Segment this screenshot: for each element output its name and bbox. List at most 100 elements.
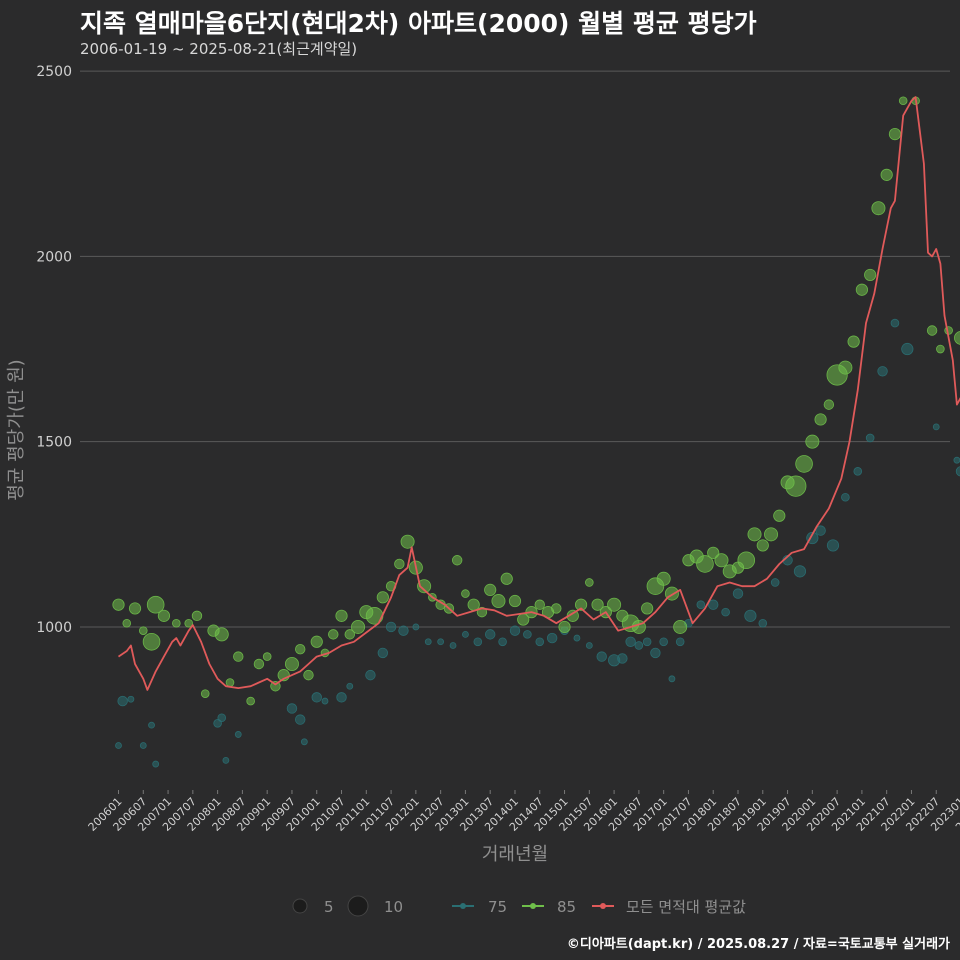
bubble-75 [148, 721, 155, 729]
bubble-75 [346, 682, 354, 690]
x-axis-label: 거래년월 [482, 844, 548, 865]
bubble-85 [172, 618, 181, 628]
bubble-85 [467, 598, 480, 611]
bubble-85 [376, 591, 389, 604]
bubble-75 [222, 756, 230, 764]
bubble-75 [217, 713, 227, 723]
bubble-85 [394, 558, 405, 570]
bubble-75 [650, 647, 661, 659]
bubble-75 [295, 714, 306, 725]
bubble-85 [138, 626, 148, 635]
bubble-75 [853, 467, 863, 476]
bubble-75 [498, 637, 507, 647]
bubble-85 [926, 325, 938, 336]
bubble-75 [377, 647, 389, 659]
legend-75-label: 75 [488, 898, 507, 916]
bubble-85 [284, 657, 299, 672]
bubble-75 [758, 618, 768, 628]
bubble-85 [253, 658, 265, 670]
bubble-85 [157, 609, 171, 622]
bubble-85 [656, 571, 671, 586]
bubble-85 [128, 602, 142, 615]
bubble-75 [300, 738, 308, 746]
bubble-75 [485, 629, 496, 640]
y-tick-label: 2000 [36, 249, 72, 265]
bubble-75 [596, 651, 607, 662]
legend-size-10-swatch [347, 895, 369, 917]
bubble-75 [398, 625, 409, 636]
bubble-85 [310, 635, 323, 648]
bubble-75 [815, 525, 826, 536]
scatter-bubbles [112, 96, 960, 768]
bubble-85 [246, 696, 255, 706]
bubble-75 [901, 342, 914, 356]
bubble-85 [707, 546, 720, 559]
x-axis-ticks: 2006012006072007012007072008012008072009… [86, 790, 960, 834]
bubble-85 [508, 594, 522, 608]
bubble-85 [461, 589, 470, 598]
chart-subtitle: 2006-01-19 ~ 2025-08-21(최근계약일) [80, 40, 358, 58]
bubble-75 [449, 642, 457, 649]
bubble-85 [262, 652, 272, 661]
legend-size-5-swatch [292, 898, 308, 914]
bubble-75 [286, 703, 298, 714]
bubble-75 [932, 423, 940, 431]
bubble-75 [708, 599, 719, 610]
bubble-85 [756, 539, 769, 552]
bubble-75 [675, 637, 685, 647]
bubble-75 [424, 638, 432, 646]
legend-average-label: 모든 면적대 평균값 [626, 898, 746, 916]
bubble-85 [773, 509, 786, 522]
bubble-75 [865, 433, 875, 443]
legend: 5 10 75 85 모든 면적대 평균값 [292, 895, 746, 917]
bubble-75 [152, 760, 160, 768]
bubble-85 [696, 555, 714, 573]
bubble-75 [841, 492, 850, 502]
grid-layer [80, 70, 950, 628]
bubble-75 [659, 637, 668, 647]
bubble-75 [642, 637, 652, 647]
bubble-75 [696, 600, 706, 610]
bubble-85 [785, 475, 807, 497]
bubble-75 [546, 632, 558, 644]
bubble-75 [139, 742, 147, 749]
y-tick-label: 1000 [36, 620, 72, 636]
bubble-85 [191, 610, 203, 622]
bubble-75 [625, 636, 636, 647]
bubble-75 [770, 578, 780, 587]
bubble-85 [641, 602, 654, 615]
bubble-75 [127, 695, 135, 703]
bubble-75 [634, 641, 644, 650]
bubble-85 [551, 603, 562, 614]
bubble-75 [412, 623, 420, 631]
bubble-75 [585, 642, 593, 649]
bubble-75 [365, 669, 376, 681]
bubble-85 [737, 551, 756, 570]
bubble-75 [336, 692, 347, 703]
bubble-85 [534, 599, 545, 610]
bubble-75 [573, 634, 581, 642]
bubble-75 [877, 366, 888, 377]
bubble-85 [814, 413, 827, 426]
bubble-75 [793, 565, 807, 578]
bubble-75 [744, 609, 757, 622]
bubble-85 [558, 620, 571, 634]
bubble-85 [936, 344, 945, 354]
bubble-75 [890, 318, 900, 328]
bubble-85 [142, 632, 161, 651]
bubble-85 [184, 618, 194, 628]
bubble-75 [311, 692, 322, 703]
bubble-75 [437, 638, 445, 646]
bubble-85 [225, 678, 235, 687]
legend-size-10-label: 10 [384, 898, 403, 916]
bubble-75 [617, 653, 628, 664]
bubble-85 [303, 669, 314, 681]
bubble-85 [335, 609, 348, 622]
bubble-85 [855, 283, 869, 296]
bubble-75 [535, 637, 545, 647]
bubble-85 [888, 128, 902, 141]
bubble-85 [484, 583, 497, 596]
bubble-85 [400, 534, 415, 549]
bubble-75 [953, 456, 960, 464]
